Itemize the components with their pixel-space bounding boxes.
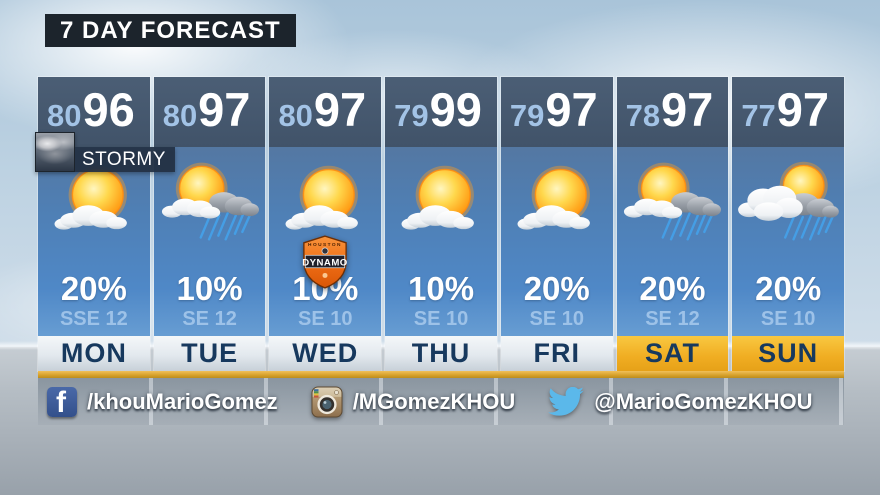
day-label: SAT bbox=[616, 336, 729, 371]
sun-with-cloud-icon bbox=[47, 149, 141, 251]
sun-with-cloud-icon bbox=[278, 149, 372, 251]
facebook-icon: f bbox=[47, 387, 77, 417]
precip-chance: 10% bbox=[176, 270, 243, 308]
column-reflections bbox=[38, 377, 844, 425]
precip-chance: 20% bbox=[755, 270, 822, 308]
forecast-day-column: 79 97 20% SE 10 FRI bbox=[500, 77, 613, 371]
reflection-lines bbox=[38, 377, 844, 425]
wind-reading: SE 10 bbox=[760, 308, 816, 330]
cloud-sun-storm-icon bbox=[737, 149, 839, 251]
temps-row: 77 97 bbox=[732, 77, 845, 147]
social-handle: @MarioGomezKHOU bbox=[594, 389, 813, 414]
precip-chance: 20% bbox=[523, 270, 590, 308]
sun-storm-icon bbox=[159, 149, 261, 251]
precip-chance: 20% bbox=[639, 270, 706, 308]
wind-reading: SE 10 bbox=[298, 308, 353, 330]
forecast-panel: 80 96 20% SSE 12 MON 80 97 bbox=[38, 77, 845, 371]
twitter-icon bbox=[548, 387, 585, 417]
forecast-day-column: 80 97 HOUSTON DYNAMO 10% SE 10 WED bbox=[269, 77, 382, 371]
low-temp: 80 bbox=[278, 98, 313, 133]
wind-reading: SE 12 bbox=[645, 308, 700, 330]
high-temp: 97 bbox=[198, 83, 251, 136]
stormy-badge-label: STORMY bbox=[75, 147, 175, 172]
day-label: MON bbox=[38, 336, 150, 371]
day-body: 10% SE 12 bbox=[154, 147, 266, 336]
high-temp: 97 bbox=[313, 83, 367, 136]
forecast-day-column: 80 96 20% SSE 12 MON bbox=[38, 77, 150, 371]
day-body: 20% SE 10 bbox=[732, 147, 844, 336]
storm-clouds-icon bbox=[35, 132, 75, 172]
social-item-twitter: @MarioGomezKHOU bbox=[548, 387, 813, 417]
wind-reading: SE 12 bbox=[182, 308, 237, 330]
svg-text:HOUSTON: HOUSTON bbox=[308, 242, 342, 248]
sun-storm-icon bbox=[621, 149, 723, 251]
dynamo-logo: HOUSTON DYNAMO bbox=[301, 235, 349, 289]
temps-row: 79 99 bbox=[385, 77, 497, 147]
social-handle: /khouMarioGomez bbox=[87, 389, 278, 414]
day-body: 20% SE 10 bbox=[501, 147, 613, 336]
day-body: 10% SE 10 bbox=[385, 147, 497, 336]
high-temp: 97 bbox=[545, 83, 598, 136]
day-label: THU bbox=[385, 336, 497, 371]
social-item-instagram: /MGomezKHOU bbox=[311, 386, 516, 418]
low-temp: 77 bbox=[741, 98, 776, 133]
temps-row: 80 97 bbox=[269, 77, 382, 147]
day-label: SUN bbox=[732, 336, 845, 371]
wind-reading: SE 10 bbox=[413, 308, 469, 330]
precip-chance: 10% bbox=[407, 270, 475, 308]
day-body: 20% SE 12 bbox=[617, 147, 729, 336]
high-temp: 99 bbox=[429, 83, 482, 136]
stormy-badge: STORMY bbox=[35, 132, 175, 172]
temps-row: 79 97 bbox=[500, 77, 613, 147]
forecast-day-column: 78 97 20% SE 12 SAT bbox=[616, 77, 729, 371]
wind-reading: SE 10 bbox=[529, 308, 584, 330]
forecast-day-column: 77 97 20% SE 10 SUN bbox=[732, 77, 845, 371]
low-temp: 78 bbox=[625, 98, 661, 133]
sun-with-cloud-icon bbox=[510, 149, 604, 251]
social-bar: f/khouMarioGomez /MGomezKHOU @MarioGomez… bbox=[47, 382, 846, 422]
low-temp: 79 bbox=[509, 98, 545, 133]
temps-row: 78 97 bbox=[616, 77, 729, 147]
day-label: WED bbox=[269, 336, 382, 371]
svg-text:DYNAMO: DYNAMO bbox=[303, 257, 349, 268]
page-title: 7 DAY FORECAST bbox=[45, 14, 296, 47]
day-body: HOUSTON DYNAMO 10% SE 10 bbox=[269, 147, 381, 336]
day-label: TUE bbox=[153, 336, 266, 371]
wind-reading: SSE 12 bbox=[59, 308, 128, 330]
social-item-facebook: f/khouMarioGomez bbox=[47, 387, 278, 417]
high-temp: 97 bbox=[776, 83, 830, 136]
sun-with-cloud-icon bbox=[394, 149, 488, 251]
forecast-day-column: 79 99 10% SE 10 THU bbox=[385, 77, 497, 371]
day-label: FRI bbox=[500, 336, 613, 371]
day-body: 20% SSE 12 bbox=[38, 147, 150, 336]
precip-chance: 20% bbox=[60, 270, 127, 308]
low-temp: 79 bbox=[394, 98, 429, 133]
social-handle: /MGomezKHOU bbox=[352, 389, 516, 414]
forecast-day-column: 80 97 10% SE 12 TUE bbox=[153, 77, 266, 371]
gold-accent-strip bbox=[38, 371, 844, 378]
high-temp: 97 bbox=[661, 83, 714, 136]
instagram-icon bbox=[311, 386, 343, 418]
